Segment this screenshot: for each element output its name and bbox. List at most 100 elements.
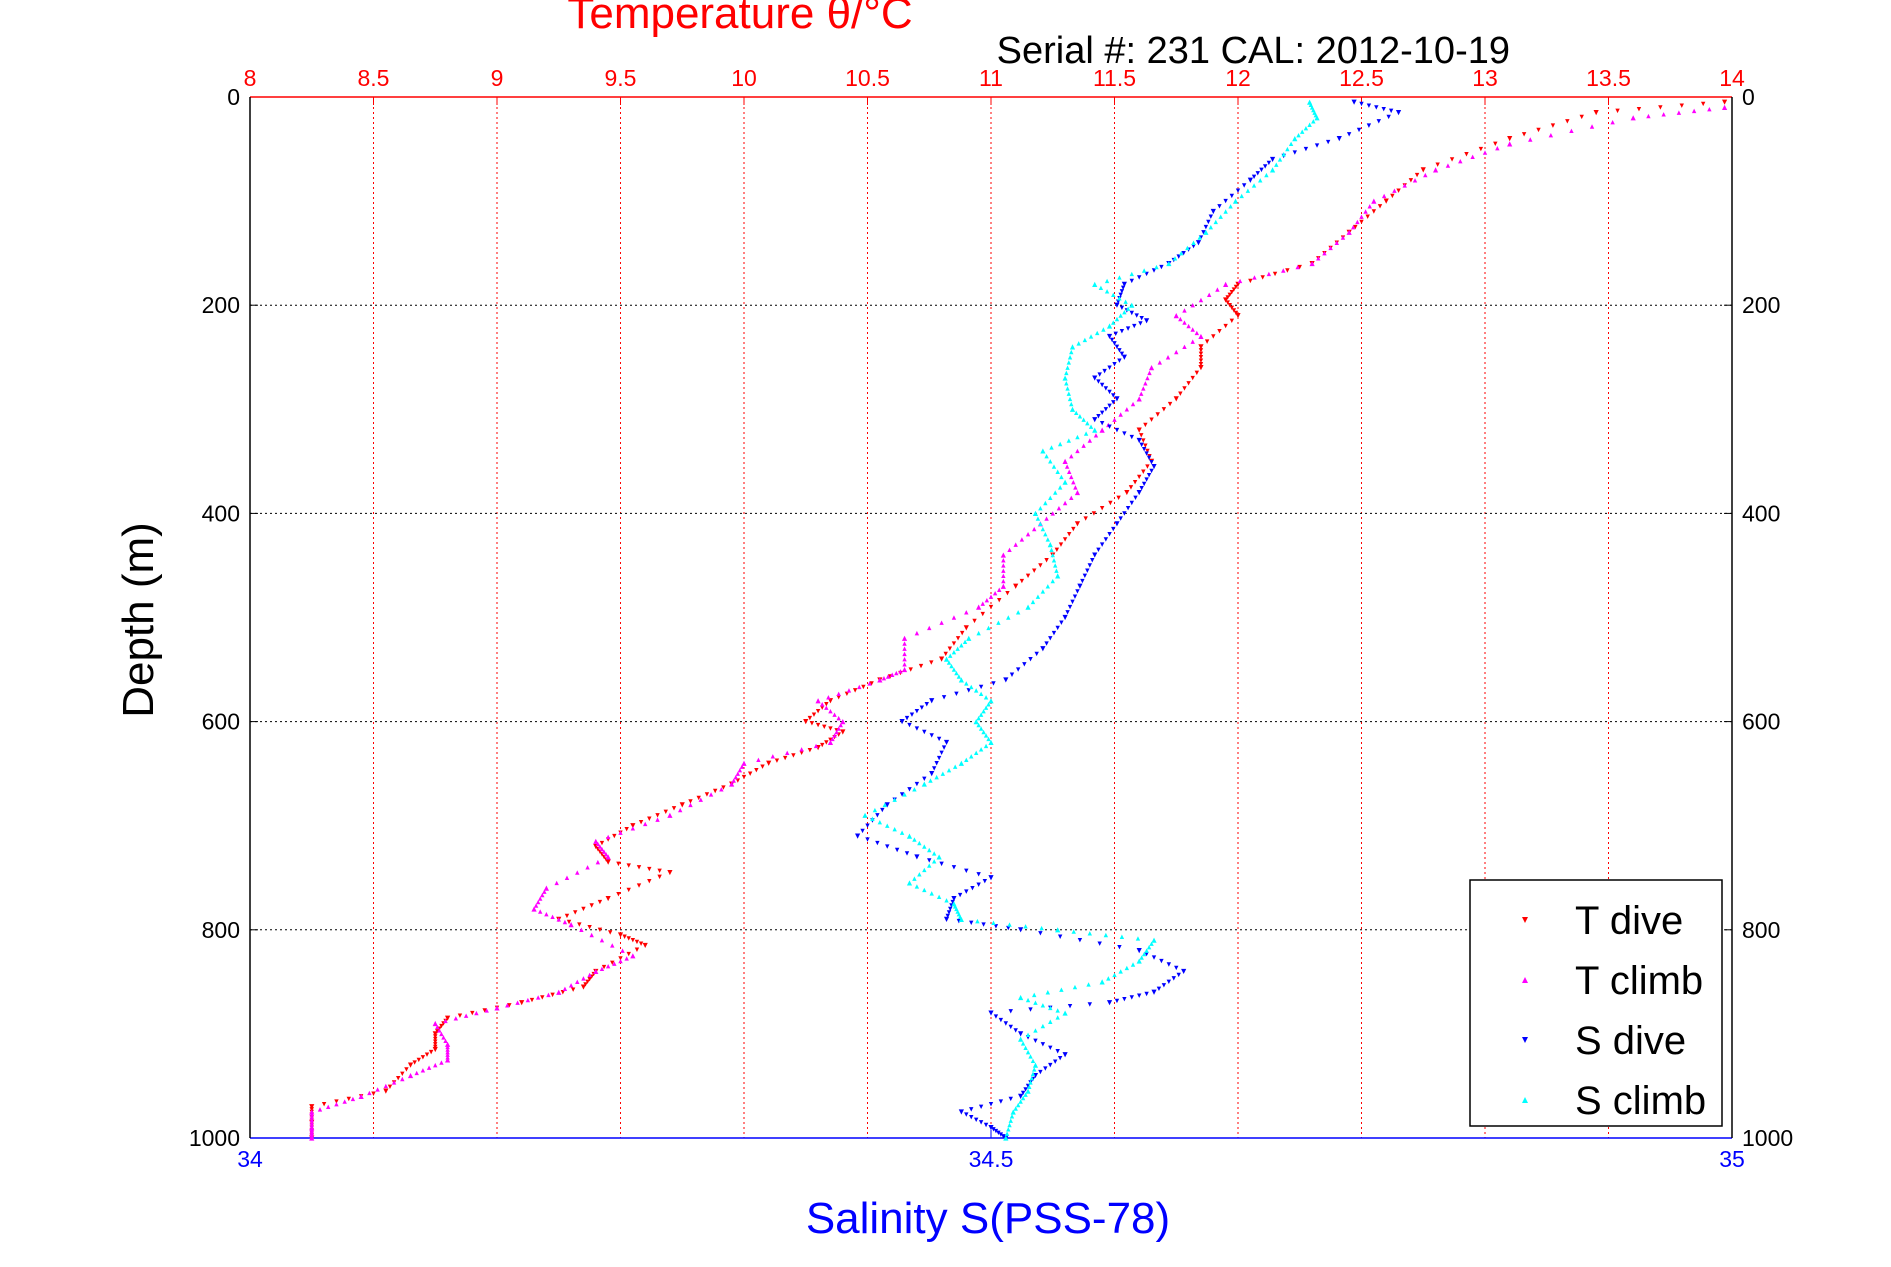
left-tick-label: 1000 xyxy=(189,1125,240,1151)
data-point xyxy=(1107,403,1112,409)
chart-subtitle: Serial #: 231 CAL: 2012-10-19 xyxy=(997,30,1510,72)
data-point xyxy=(964,757,969,762)
left-tick-label: 200 xyxy=(202,292,240,318)
data-point xyxy=(1141,951,1147,957)
data-point xyxy=(807,715,813,721)
data-point xyxy=(1065,365,1070,370)
data-point xyxy=(1062,458,1068,464)
data-point xyxy=(1087,931,1092,936)
data-point xyxy=(981,729,986,735)
data-point xyxy=(983,1122,989,1128)
data-point xyxy=(1176,254,1181,259)
data-point xyxy=(997,597,1002,603)
data-point xyxy=(939,750,944,756)
data-point xyxy=(1071,526,1076,532)
data-point xyxy=(815,708,821,714)
data-point xyxy=(948,653,953,658)
data-point xyxy=(760,764,765,769)
data-point xyxy=(441,1035,446,1040)
data-point xyxy=(969,920,974,926)
data-point xyxy=(964,868,969,874)
data-point xyxy=(605,834,611,840)
data-point xyxy=(1676,110,1682,115)
data-point xyxy=(638,820,644,825)
data-point xyxy=(1069,349,1074,355)
data-point xyxy=(1033,1038,1038,1044)
data-point xyxy=(946,767,952,773)
data-point xyxy=(1351,99,1357,105)
data-point xyxy=(1025,1083,1031,1089)
data-point xyxy=(616,861,621,867)
data-point xyxy=(601,849,607,854)
data-point xyxy=(1178,316,1183,322)
data-point xyxy=(535,899,541,905)
data-point xyxy=(1191,240,1196,245)
data-point xyxy=(846,688,852,693)
data-point xyxy=(1069,474,1074,480)
data-point xyxy=(414,1070,419,1076)
data-point xyxy=(1449,157,1455,162)
data-point xyxy=(1383,198,1389,204)
data-point xyxy=(988,875,994,881)
data-point xyxy=(1144,991,1149,997)
data-point xyxy=(1172,256,1178,261)
data-point xyxy=(1125,505,1131,511)
data-point xyxy=(922,887,927,893)
data-point xyxy=(978,691,984,697)
data-point xyxy=(433,1042,438,1047)
data-point xyxy=(626,887,631,893)
data-point xyxy=(1146,455,1152,461)
data-point xyxy=(568,983,574,988)
data-point xyxy=(840,719,846,725)
data-point xyxy=(1067,1003,1073,1009)
data-point xyxy=(494,1005,500,1011)
data-point xyxy=(482,1008,487,1013)
data-point xyxy=(976,722,981,728)
data-point xyxy=(595,859,601,865)
data-point xyxy=(978,712,984,717)
data-point xyxy=(827,739,834,746)
data-point xyxy=(1198,351,1204,356)
data-point xyxy=(1106,323,1113,329)
data-point xyxy=(1040,589,1046,594)
data-point xyxy=(1388,108,1394,114)
data-point xyxy=(1066,438,1072,443)
data-point xyxy=(387,1084,393,1090)
data-point xyxy=(988,698,994,704)
data-point xyxy=(1470,154,1475,160)
data-point xyxy=(1003,1135,1009,1141)
data-point xyxy=(914,708,920,714)
data-point xyxy=(581,906,586,912)
data-point xyxy=(1048,1005,1053,1011)
data-point xyxy=(1119,934,1125,939)
data-point xyxy=(982,879,988,884)
data-point xyxy=(445,1052,450,1057)
legend-marker xyxy=(1522,977,1528,983)
data-point xyxy=(993,924,999,929)
data-point xyxy=(657,874,662,880)
data-point xyxy=(533,903,539,908)
data-point xyxy=(976,882,981,887)
data-point xyxy=(946,660,952,665)
data-point xyxy=(1096,547,1101,553)
data-point xyxy=(1103,932,1109,938)
data-point xyxy=(834,729,839,735)
data-point xyxy=(663,809,668,815)
data-point xyxy=(969,1107,974,1112)
data-point xyxy=(1412,178,1418,183)
data-point xyxy=(1377,204,1383,209)
data-point xyxy=(951,667,957,672)
data-point xyxy=(958,760,964,766)
data-point xyxy=(1281,152,1286,157)
data-point xyxy=(334,1099,339,1104)
data-point xyxy=(1700,101,1706,107)
data-point xyxy=(1185,245,1190,251)
data-point xyxy=(1076,341,1081,346)
data-point xyxy=(862,812,868,818)
data-point xyxy=(1157,360,1162,365)
data-point xyxy=(952,764,958,769)
data-point xyxy=(1025,573,1031,579)
data-point xyxy=(1001,578,1006,584)
data-point xyxy=(1096,379,1101,384)
data-point xyxy=(1083,516,1088,521)
